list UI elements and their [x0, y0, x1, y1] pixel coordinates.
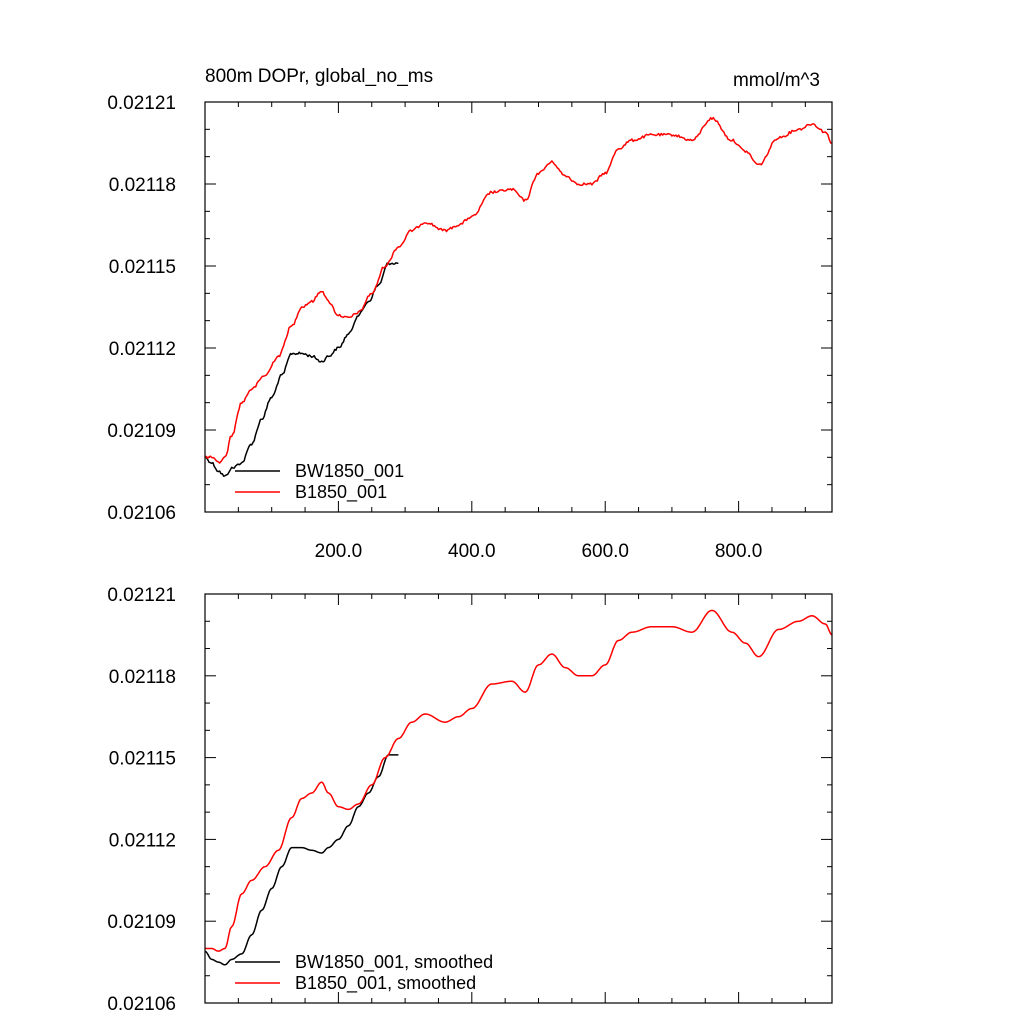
y-tick-label: 0.02115	[109, 749, 176, 770]
axis-ticks	[205, 593, 832, 1004]
series-line	[204, 754, 399, 966]
x-tick-label: 200.0	[315, 541, 363, 562]
legend-label: BW1850_001, smoothed	[295, 952, 493, 973]
x-tick-label: 400.0	[448, 541, 496, 562]
chart-title: 800m DOPr, global_no_ms	[205, 66, 433, 87]
x-tick-label: 600.0	[581, 541, 629, 562]
y-tick-label: 0.02121	[107, 585, 176, 606]
axis-ticks	[205, 101, 832, 513]
series-lines	[204, 116, 832, 477]
legend-label: BW1850_001	[295, 461, 404, 482]
x-tick-labels: 200.0 400.0 600.0 800.0	[315, 541, 763, 562]
units-label: mmol/m^3	[733, 70, 820, 91]
top-panel: 800m DOPr, global_no_ms mmol/m^3 0.02106…	[107, 66, 833, 562]
series-line	[204, 116, 832, 464]
legend-label: B1850_001, smoothed	[295, 973, 476, 994]
y-tick-label: 0.02121	[107, 93, 176, 114]
y-tick-labels: 0.02106 0.02109 0.02112 0.02115 0.02118 0.021…	[107, 93, 176, 524]
series-line	[204, 262, 399, 477]
y-tick-label: 0.02106	[107, 503, 176, 524]
y-tick-label: 0.02118	[109, 175, 176, 196]
series-lines	[204, 609, 833, 966]
legend-label: B1850_001	[295, 482, 387, 503]
y-tick-label: 0.02106	[107, 994, 176, 1015]
y-tick-label: 0.02112	[109, 830, 176, 851]
plot-frame	[204, 593, 833, 1004]
x-tick-label: 800.0	[715, 541, 763, 562]
y-tick-label: 0.02112	[109, 339, 176, 360]
plot-frame	[204, 101, 833, 513]
series-line	[205, 609, 833, 952]
y-tick-label: 0.02109	[107, 421, 176, 442]
y-tick-labels: 0.02106 0.02109 0.02112 0.02115 0.02118 0.021…	[107, 585, 176, 1015]
bottom-panel: 0.02106 0.02109 0.02112 0.02115 0.02118 0.021…	[107, 585, 833, 1015]
y-tick-label: 0.02115	[109, 257, 176, 278]
y-tick-label: 0.02118	[109, 667, 176, 688]
y-tick-label: 0.02109	[107, 912, 176, 933]
